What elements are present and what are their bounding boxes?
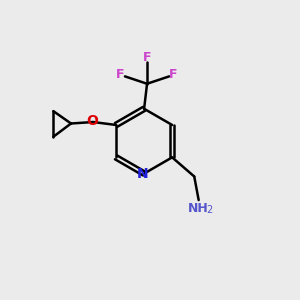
- Text: F: F: [169, 68, 178, 81]
- Text: O: O: [87, 114, 98, 128]
- Text: F: F: [116, 68, 125, 81]
- Text: 2: 2: [207, 206, 213, 215]
- Text: F: F: [143, 51, 151, 64]
- Text: N: N: [137, 167, 148, 181]
- Text: NH: NH: [188, 202, 209, 214]
